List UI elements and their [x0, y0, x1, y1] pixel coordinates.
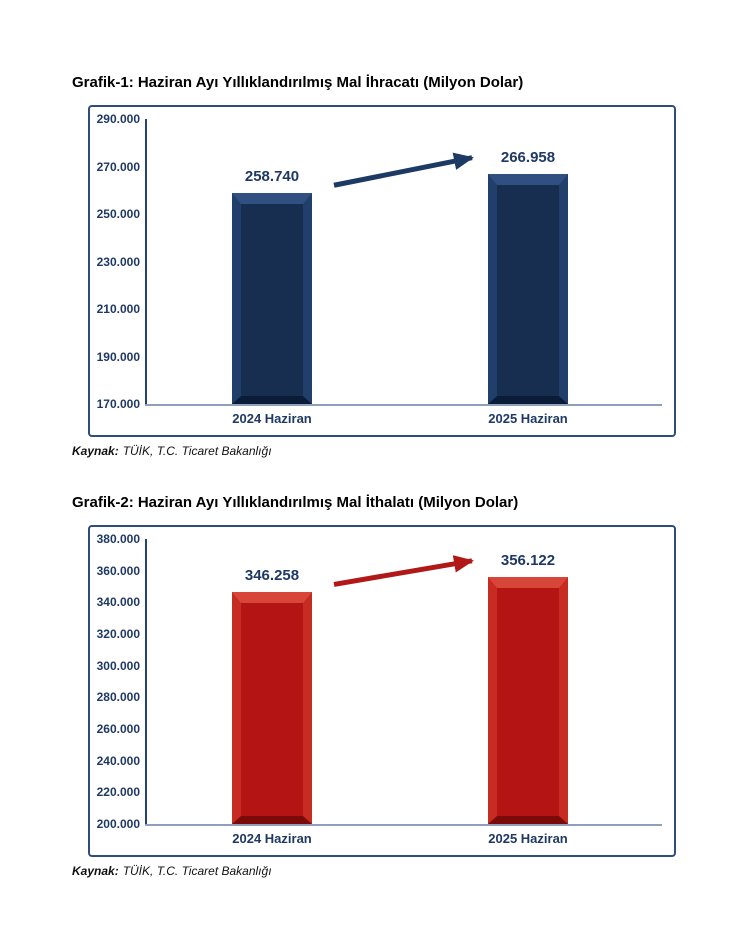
- chart1-plot-area: 290.000 270.000 250.000 230.000 210.000 190.0…: [88, 105, 676, 437]
- y-axis-tick-label: 260.000: [96, 722, 140, 736]
- chart2-title: Grafik-2: Haziran Ayı Yıllıklandırılmış …: [72, 494, 519, 511]
- x-axis-category-label: 2025 Haziran: [488, 411, 568, 426]
- y-axis-tick-label: 340.000: [96, 595, 140, 610]
- y-axis-line: [145, 119, 147, 406]
- y-axis-tick-label: 240.000: [96, 753, 140, 768]
- y-axis-tick-label: 230.000: [96, 254, 140, 269]
- y-axis-tick-label: 280.000: [96, 690, 140, 705]
- y-axis-tick-label: 210.000: [96, 302, 140, 316]
- y-axis-tick-label: 380.000: [96, 532, 140, 546]
- x-axis-line: [145, 404, 662, 406]
- chart2-plot-area: 380.000 360.000 340.000 320.000 300.000 280.0…: [88, 525, 676, 857]
- y-axis-tick-label: 190.000: [96, 349, 140, 364]
- bar-value-label: 266.958: [500, 148, 556, 166]
- chart2-source-label: Kaynak:: [72, 864, 119, 878]
- chart2-source: Kaynak: TÜİK, T.C. Ticaret Bakanlığı: [72, 864, 272, 878]
- y-axis-tick-label: 220.000: [96, 785, 140, 800]
- bar-2024-haziran: [232, 193, 312, 404]
- bar-value-label: 356.122: [500, 551, 556, 569]
- bar-2025-haziran: [488, 576, 568, 824]
- y-axis-tick-label: 300.000: [96, 658, 140, 673]
- chart1-source-label: Kaynak:: [72, 444, 119, 458]
- x-axis-line: [145, 824, 662, 826]
- bar-value-label: 258.740: [244, 168, 300, 186]
- y-axis-tick-label: 270.000: [96, 159, 140, 174]
- y-axis-line: [145, 539, 147, 826]
- chart1-source-text: TÜİK, T.C. Ticaret Bakanlığı: [122, 444, 272, 458]
- y-axis-tick-label: 200.000: [96, 817, 140, 831]
- bar-2024-haziran: [232, 592, 312, 824]
- increase-arrow-icon: [333, 555, 474, 587]
- x-axis-category-label: 2024 Haziran: [232, 411, 312, 426]
- x-axis-category-label: 2024 Haziran: [232, 831, 312, 846]
- y-axis-tick-label: 320.000: [96, 627, 140, 641]
- chart2-source-text: TÜİK, T.C. Ticaret Bakanlığı: [122, 864, 272, 878]
- bar-value-label: 346.258: [244, 567, 300, 585]
- y-axis-tick-label: 170.000: [96, 397, 140, 411]
- chart1-title: Grafik-1: Haziran Ayı Yıllıklandırılmış …: [72, 74, 524, 91]
- y-axis-tick-label: 290.000: [96, 112, 140, 126]
- y-axis-tick-label: 250.000: [96, 207, 140, 221]
- y-axis-tick-label: 360.000: [96, 563, 140, 578]
- chart1-source: Kaynak: TÜİK, T.C. Ticaret Bakanlığı: [72, 444, 272, 458]
- x-axis-category-label: 2025 Haziran: [488, 831, 568, 846]
- bar-2025-haziran: [488, 173, 568, 404]
